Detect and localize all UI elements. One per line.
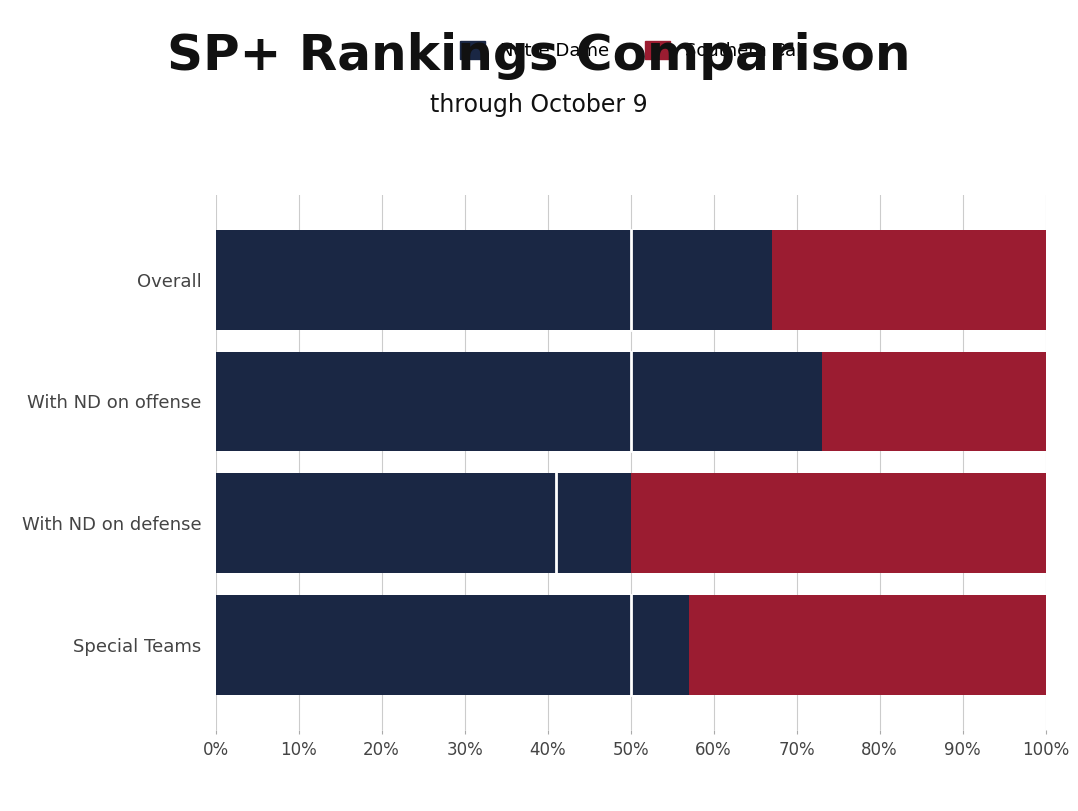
Text: SP+ Rankings Comparison: SP+ Rankings Comparison <box>167 32 911 80</box>
Legend: Notre Dame, Southern Cal: Notre Dame, Southern Cal <box>453 34 808 67</box>
Bar <box>821 352 1046 451</box>
Bar <box>216 230 772 330</box>
Bar <box>689 595 1046 694</box>
Text: through October 9: through October 9 <box>430 93 648 118</box>
Bar <box>216 595 689 694</box>
Bar <box>216 474 631 573</box>
Bar <box>772 230 1046 330</box>
Bar <box>216 352 821 451</box>
Bar <box>631 474 1046 573</box>
